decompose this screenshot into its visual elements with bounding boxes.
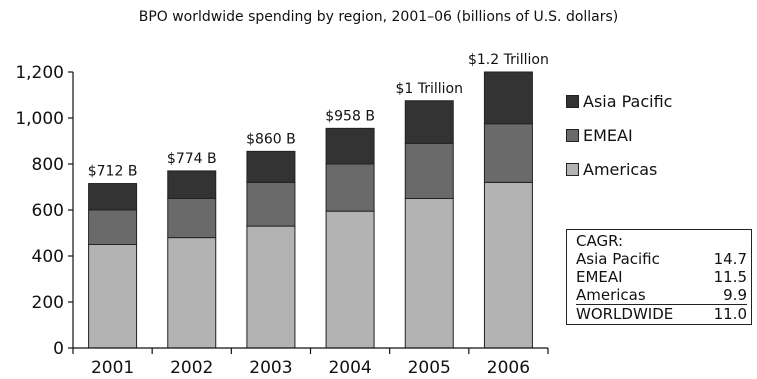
cagr-table: CAGR: Asia Pacific 14.7 EMEAI 11.5 Ameri… <box>566 229 752 325</box>
cagr-row-asia-pacific: Asia Pacific 14.7 <box>576 250 747 268</box>
y-tick-label: 800 <box>32 155 64 175</box>
y-tick-label: 1,000 <box>15 109 64 129</box>
bar-asia-pacific-2006 <box>483 71 533 125</box>
bar-americas-2005 <box>404 198 454 349</box>
bar-americas-2006 <box>483 181 533 349</box>
legend-item-asia-pacific: Asia Pacific <box>566 84 672 118</box>
cagr-value: 9.9 <box>723 286 747 304</box>
total-label-2001: $712 B <box>88 164 138 180</box>
cagr-row-emeai: EMEAI 11.5 <box>576 268 747 286</box>
y-tick-label: 400 <box>32 247 64 267</box>
bar-americas-2004 <box>325 210 375 349</box>
legend-swatch-emeai <box>566 128 579 142</box>
legend-label-americas: Americas <box>583 159 658 179</box>
y-tick-label: 600 <box>32 201 64 221</box>
cagr-label: Asia Pacific <box>576 250 660 268</box>
cagr-label: Americas <box>576 286 646 304</box>
x-tick-label-2004: 2004 <box>328 358 371 378</box>
legend-swatch-americas <box>566 162 579 176</box>
cagr-heading: CAGR: <box>576 232 624 250</box>
bar-emeai-2004 <box>325 163 375 212</box>
y-tick-label: 1,200 <box>15 63 64 83</box>
bar-americas-2003 <box>246 225 296 349</box>
x-tick-label-2002: 2002 <box>170 358 213 378</box>
legend-label-asia-pacific: Asia Pacific <box>583 91 673 111</box>
cagr-row-worldwide: WORLDWIDE 11.0 <box>576 304 747 323</box>
cagr-value: 11.0 <box>713 305 747 323</box>
legend-label-emeai: EMEAI <box>583 125 633 145</box>
bar-americas-2001 <box>88 244 138 349</box>
legend-swatch-asia-pacific <box>566 94 579 108</box>
bar-emeai-2006 <box>483 123 533 183</box>
bar-americas-2002 <box>167 237 217 349</box>
cagr-value: 14.7 <box>713 250 747 268</box>
legend-item-americas: Americas <box>566 152 672 186</box>
x-tick-label-2005: 2005 <box>408 358 451 378</box>
total-label-2003: $860 B <box>246 131 296 147</box>
y-tick-label: 0 <box>53 339 64 359</box>
total-label-2005: $1 Trillion <box>395 81 463 97</box>
total-label-2004: $958 B <box>325 108 375 124</box>
x-tick-label-2006: 2006 <box>487 358 530 378</box>
bar-asia-pacific-2001 <box>88 183 138 211</box>
bar-emeai-2001 <box>88 209 138 245</box>
legend-item-emeai: EMEAI <box>566 118 672 152</box>
chart-title: BPO worldwide spending by region, 2001–0… <box>138 9 619 25</box>
bar-asia-pacific-2004 <box>325 127 375 165</box>
bar-asia-pacific-2005 <box>404 100 454 144</box>
total-label-2006: $1.2 Trillion <box>468 52 549 68</box>
legend: Asia Pacific EMEAI Americas <box>566 84 672 186</box>
bar-emeai-2003 <box>246 181 296 227</box>
bar-emeai-2002 <box>167 198 217 239</box>
x-tick-label-2003: 2003 <box>249 358 292 378</box>
cagr-row-americas: Americas 9.9 <box>576 286 747 304</box>
bar-asia-pacific-2002 <box>167 170 217 199</box>
bar-emeai-2005 <box>404 142 454 200</box>
cagr-value: 11.5 <box>713 268 747 286</box>
cagr-label: WORLDWIDE <box>576 305 674 323</box>
cagr-label: EMEAI <box>576 268 623 286</box>
x-tick-label-2001: 2001 <box>91 358 134 378</box>
y-tick-label: 200 <box>32 293 64 313</box>
bar-asia-pacific-2003 <box>246 150 296 183</box>
total-label-2002: $774 B <box>167 151 217 167</box>
